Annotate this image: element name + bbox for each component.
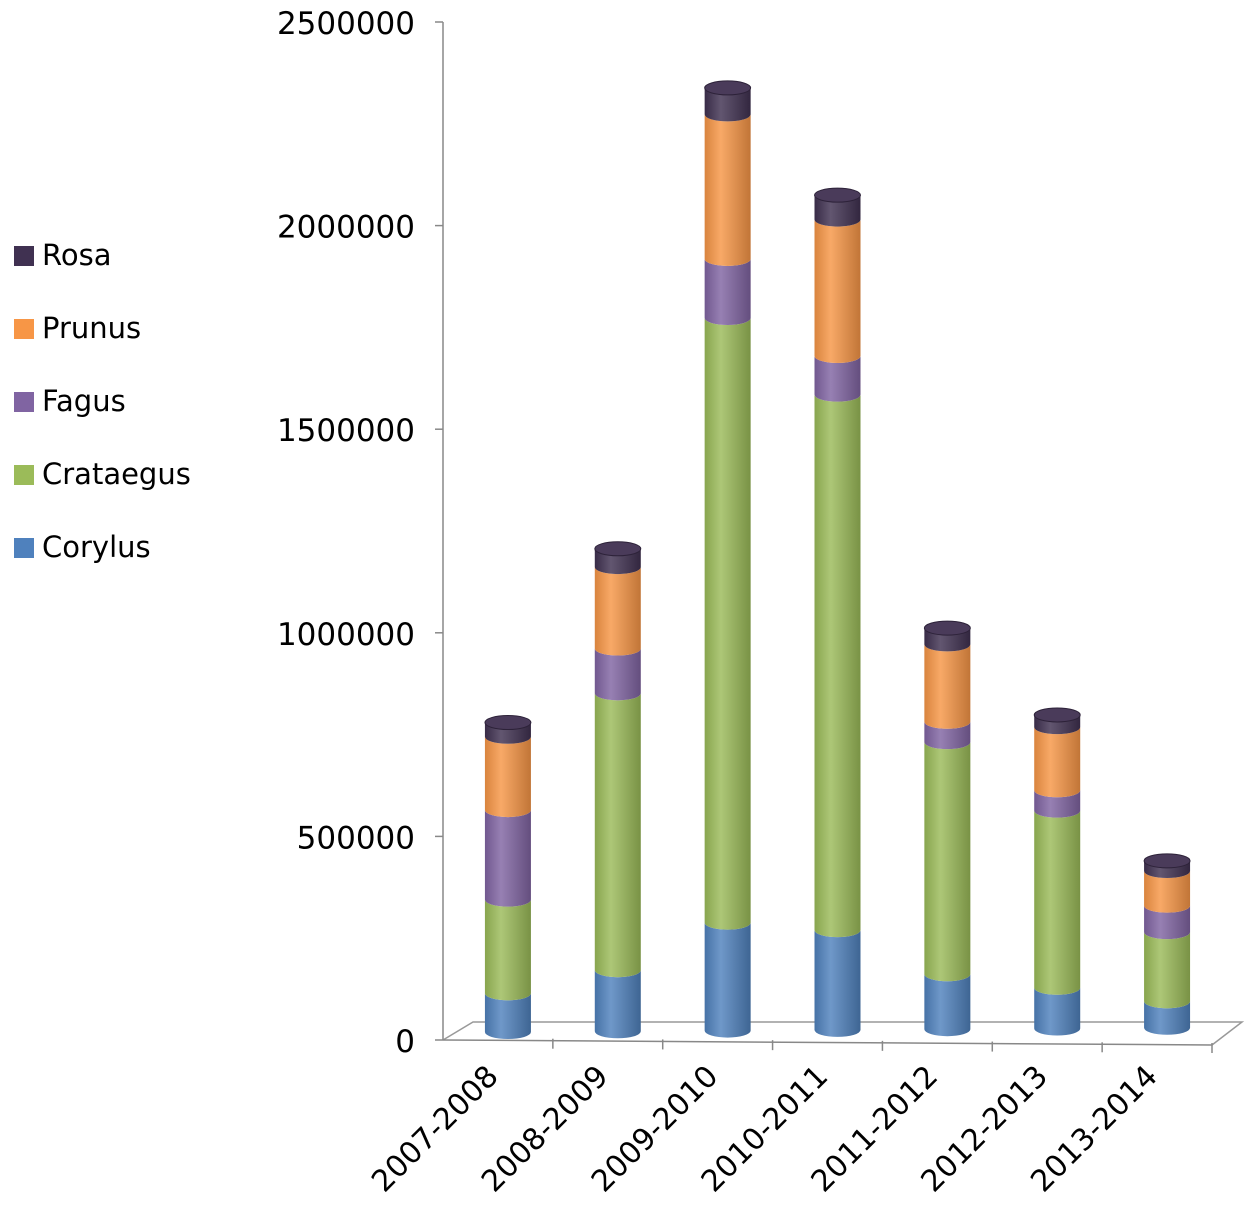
y-tick-label: 1000000 [277,617,415,653]
bar-segment-rosa [484,722,531,744]
legend-label: Fagus [42,384,126,418]
bar-segment-rosa [924,628,971,652]
bar-segment-rosa [1144,860,1191,879]
bar-segment-crataegus [924,742,971,982]
bar-segment-crataegus [484,899,531,1001]
y-axis-tick-labels: 0 500000 1000000 1500000 2000000 2500000 [277,6,443,1060]
legend-item-fagus: Fagus [14,382,191,455]
y-tick-label: 500000 [297,820,415,856]
legend-label: Crataegus [42,457,191,491]
legend-swatch [14,246,34,266]
bar-segment-crataegus [1034,810,1081,995]
y-tick-label: 2000000 [277,210,415,246]
bar-segment-prunus [704,114,751,266]
bar-segment-rosa [704,87,751,122]
bar-segment-crataegus [594,693,641,978]
bar-segment-fagus [814,355,861,402]
bar-stack [594,541,642,1039]
bar-segment-corylus [1034,987,1081,1036]
bar-stack [1033,707,1081,1036]
bar-segment-corylus [594,970,641,1039]
y-tick-label: 2500000 [277,6,415,42]
y-tick-label: 1500000 [277,413,415,449]
bar-stack [814,187,861,1037]
bar-segment-corylus [704,922,751,1038]
bar-segment-crataegus [704,318,751,930]
chart-bars [484,80,1191,1039]
bar-top-cap [1143,853,1191,869]
bar-top-cap [594,541,642,557]
legend-item-prunus: Prunus [14,309,191,382]
bar-segment-fagus [924,721,971,750]
legend-label: Prunus [42,311,142,345]
bar-top-cap [704,80,752,96]
legend-label: Corylus [42,530,151,564]
x-axis-tick-labels: 2007-20082008-20092009-20102010-20112011… [365,1038,1213,1199]
bar-segment-prunus [1034,727,1081,798]
x-axis-line [442,1039,1213,1046]
bar-segment-fagus [704,258,751,325]
bar-segment-fagus [484,810,531,907]
bar-stack [484,715,532,1039]
y-tick-label: 0 [395,1024,415,1060]
bar-segment-corylus [1144,1001,1191,1035]
bar-segment-crataegus [1144,932,1191,1009]
bar-segment-prunus [814,219,861,363]
bar-stack [1143,853,1191,1035]
legend-label: Rosa [42,238,112,272]
bar-top-cap [1033,707,1081,723]
bar-top-cap [484,715,532,731]
bar-top-cap [814,187,861,203]
bar-segment-corylus [484,993,531,1039]
bar-stack [923,620,971,1037]
bar-segment-rosa [814,195,861,227]
bar-segment-fagus [1144,905,1191,940]
legend-swatch [14,465,34,485]
bar-segment-crataegus [814,394,861,938]
bar-segment-prunus [594,567,641,656]
bar-stack [704,80,752,1038]
bar-segment-corylus [814,930,861,1037]
bar-top-cap [923,620,971,636]
legend-item-corylus: Corylus [14,528,191,601]
bar-segment-fagus [1034,790,1081,818]
legend-item-rosa: Rosa [14,236,191,309]
legend-swatch [14,319,34,339]
chart-legend: Rosa Prunus Fagus Crataegus Corylus [14,236,191,601]
legend-swatch [14,392,34,412]
legend-swatch [14,538,34,558]
legend-item-crataegus: Crataegus [14,455,191,528]
bar-segment-rosa [1034,714,1081,735]
bar-segment-prunus [924,644,971,729]
bar-segment-corylus [924,974,971,1037]
bar-segment-prunus [1144,871,1191,913]
bar-segment-fagus [594,648,641,701]
bar-segment-prunus [484,736,531,818]
